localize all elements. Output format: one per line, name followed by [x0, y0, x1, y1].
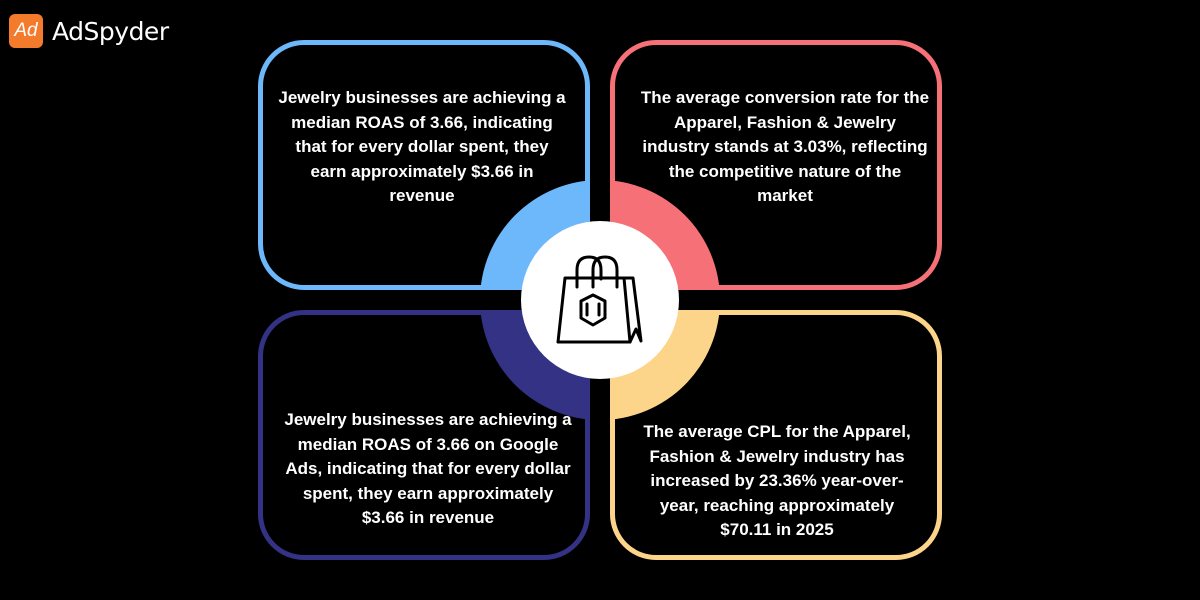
card-text-median-roas: Jewelry businesses are achieving a media…: [278, 88, 566, 205]
brand-name: AdSpyder: [52, 16, 169, 46]
card-text-conversion-rate: The average conversion rate for the Appa…: [640, 88, 930, 205]
card-top-left: [258, 40, 590, 290]
card-text-google-ads-roas: Jewelry businesses are achieving a media…: [284, 410, 572, 527]
card-top-right: [610, 40, 942, 290]
card-bottom-right: [610, 310, 942, 560]
shopping-bag-with-gem-icon: [556, 255, 643, 344]
card-bottom-left: [258, 310, 590, 560]
adspyder-logo: Ad AdSpyder: [9, 14, 169, 48]
adspyder-logo-mark: Ad: [9, 14, 43, 48]
card-text-cpl: The average CPL for the Apparel, Fashion…: [643, 422, 911, 539]
